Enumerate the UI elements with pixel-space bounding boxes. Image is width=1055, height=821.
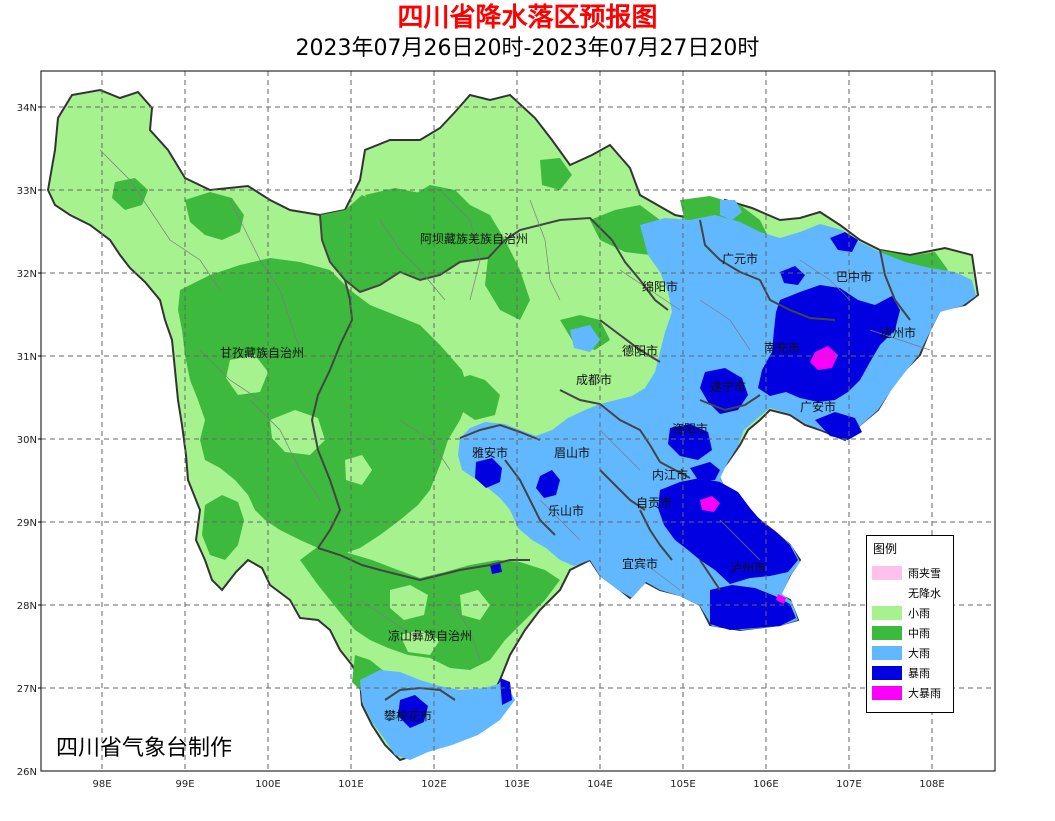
region-label-deyang: 德阳市 (622, 343, 658, 358)
lon-label: 99E (175, 779, 194, 790)
region-label-liangshan: 凉山彝族自治州 (388, 628, 472, 643)
region-labels: 阿坝藏族羌族自治州 甘孜藏族自治州 凉山彝族自治州 广元市 巴中市 绵阳市 达州… (220, 232, 916, 723)
lat-label: 33N (17, 186, 37, 197)
region-label-luzhou: 泸州市 (730, 560, 766, 575)
lon-label: 106E (753, 779, 778, 790)
legend-item: 小雨 (872, 604, 952, 622)
county-boundaries (99, 149, 931, 661)
legend-item: 无降水 (872, 584, 952, 602)
legend-swatch (872, 686, 902, 700)
legend-label: 大雨 (908, 647, 930, 660)
lon-label: 104E (587, 779, 612, 790)
lon-label: 107E (836, 779, 861, 790)
region-label-suining: 遂宁市 (710, 379, 746, 394)
longitude-labels: 98E 99E 100E 101E 102E 103E 104E 105E 10… (92, 779, 944, 790)
region-label-leshan: 乐山市 (548, 503, 584, 518)
y-tick-marks (38, 106, 41, 689)
region-label-yaan: 雅安市 (472, 445, 508, 460)
legend-item: 大雨 (872, 644, 952, 662)
light-rain-patches (226, 355, 490, 655)
torrential-rain-areas (700, 346, 838, 604)
legend-swatch (872, 586, 902, 600)
region-label-mianyang: 绵阳市 (642, 279, 678, 294)
map-frame (40, 70, 996, 772)
agency-credit: 四川省气象台制作 (56, 736, 233, 761)
map-title: 四川省降水落区预报图 (397, 3, 658, 33)
lon-label: 102E (421, 779, 446, 790)
legend-item: 雨夹雪 (872, 564, 952, 582)
lon-label: 98E (92, 779, 111, 790)
region-label-ziyang: 资阳市 (672, 421, 708, 436)
region-label-chengdu: 成都市 (576, 372, 612, 387)
legend-swatch (872, 626, 902, 640)
prefecture-boundaries (310, 214, 911, 701)
legend-title: 图例 (873, 542, 898, 556)
region-label-zigong: 自贡市 (636, 495, 672, 510)
region-label-guangyuan: 广元市 (722, 251, 758, 266)
legend-label: 大暴雨 (908, 687, 941, 700)
rainstorm-areas (398, 232, 900, 728)
region-label-nanchong: 南充市 (764, 340, 800, 355)
legend-item: 暴雨 (872, 664, 952, 682)
region-label-aba: 阿坝藏族羌族自治州 (420, 232, 528, 246)
lon-label: 100E (255, 779, 280, 790)
lon-label: 105E (670, 779, 695, 790)
region-label-meishan: 眉山市 (554, 445, 590, 460)
lat-label: 32N (17, 269, 37, 280)
legend-label: 无降水 (908, 587, 941, 600)
legend-label: 雨夹雪 (908, 567, 941, 580)
lon-label: 101E (338, 779, 363, 790)
lat-label: 30N (17, 435, 37, 446)
legend-item: 大暴雨 (872, 684, 952, 702)
legend-swatch (872, 646, 902, 660)
lat-label: 27N (17, 684, 37, 695)
legend-swatch (872, 606, 902, 620)
region-label-guangan: 广安市 (800, 399, 836, 414)
lat-label: 34N (17, 103, 37, 114)
lat-label: 29N (17, 518, 37, 529)
region-label-neijiang: 内江市 (652, 467, 688, 482)
legend-swatch (872, 566, 902, 580)
forecast-period: 2023年07月26日20时-2023年07月27日20时 (295, 36, 760, 61)
lon-label: 108E (919, 779, 944, 790)
lat-label: 26N (17, 767, 37, 778)
legend-swatch (872, 666, 902, 680)
legend: 图例 雨夹雪 无降水 小雨 中雨 大雨 暴雨 大暴雨 (866, 535, 954, 713)
region-label-bazhong: 巴中市 (836, 269, 872, 284)
legend-label: 中雨 (908, 627, 930, 640)
region-label-dazhou: 达州市 (880, 325, 916, 340)
lat-lon-grid (41, 71, 995, 771)
legend-label: 小雨 (908, 607, 930, 620)
lon-label: 103E (504, 779, 529, 790)
region-label-yibin: 宜宾市 (622, 556, 658, 571)
legend-item: 中雨 (872, 624, 952, 642)
map-layers (46, 88, 980, 762)
lat-label: 28N (17, 601, 37, 612)
region-label-panzhihua: 攀枝花市 (384, 708, 432, 723)
legend-label: 暴雨 (908, 667, 930, 680)
latitude-labels: 34N 33N 32N 31N 30N 29N 28N 27N 26N (17, 103, 37, 778)
lat-label: 31N (17, 352, 37, 363)
region-label-ganzi: 甘孜藏族自治州 (220, 346, 304, 360)
